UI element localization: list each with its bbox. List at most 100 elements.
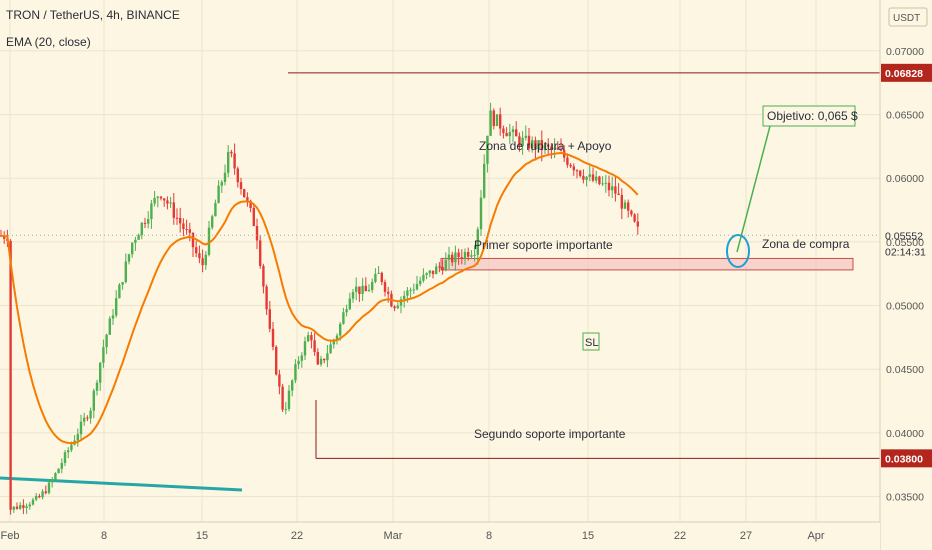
candle	[630, 210, 633, 215]
candle	[310, 335, 313, 341]
candle	[236, 168, 239, 183]
candle	[524, 135, 527, 138]
candle	[19, 505, 22, 509]
candle	[159, 196, 163, 199]
candle	[611, 186, 614, 191]
candle	[223, 172, 227, 182]
candle	[175, 217, 179, 219]
candle	[451, 254, 454, 263]
candle	[275, 346, 278, 375]
candle	[249, 200, 252, 208]
y-tick-label: 0.05000	[886, 301, 924, 313]
candle	[140, 222, 143, 236]
candle	[99, 362, 102, 383]
candle	[367, 289, 371, 292]
candle	[198, 253, 201, 259]
candle	[127, 254, 131, 262]
candle	[598, 176, 601, 184]
candle	[483, 163, 486, 198]
buy-zone-circle	[726, 234, 750, 268]
candle	[278, 374, 281, 387]
candle	[585, 176, 588, 180]
candle	[287, 390, 291, 410]
x-tick-label: 15	[582, 530, 594, 542]
candle	[92, 390, 95, 411]
candle	[348, 298, 351, 310]
candle	[559, 149, 563, 151]
candle	[534, 140, 537, 150]
candle	[9, 240, 12, 510]
candle	[579, 170, 582, 176]
x-tick-label: 22	[291, 530, 303, 542]
candle	[108, 318, 111, 335]
candle	[284, 409, 287, 411]
x-tick-label: Apr	[807, 530, 824, 542]
candle	[633, 214, 636, 222]
candle	[137, 235, 140, 240]
candle	[595, 176, 598, 181]
candle	[259, 240, 262, 266]
candle	[54, 473, 57, 480]
candle	[47, 482, 51, 494]
candle	[15, 506, 19, 509]
countdown-label: 02:14:31	[885, 246, 926, 258]
level-price-label: 0.06828	[885, 68, 923, 80]
currency-label: USDT	[893, 13, 920, 24]
candle	[604, 182, 607, 184]
candle	[335, 335, 339, 340]
support-zone	[440, 257, 854, 271]
candle	[572, 166, 575, 171]
candle	[22, 505, 25, 508]
candle	[326, 353, 329, 361]
candle	[518, 136, 521, 146]
y-tick-label: 0.07000	[886, 46, 924, 58]
candle	[422, 274, 425, 281]
candle	[339, 323, 342, 336]
x-tick-label: Feb	[1, 530, 20, 542]
candle	[617, 193, 620, 196]
candle	[499, 114, 502, 129]
y-tick-label: 0.04000	[886, 428, 924, 440]
candle	[57, 468, 60, 474]
candle	[303, 341, 307, 356]
candle	[377, 272, 380, 274]
candle	[607, 182, 611, 191]
candle	[83, 417, 86, 422]
y-tick-label: 0.06000	[886, 173, 924, 185]
candle	[44, 491, 47, 494]
candle	[31, 499, 35, 505]
candle	[217, 185, 220, 203]
candle	[134, 239, 137, 243]
y-tick-label: 0.03500	[886, 492, 924, 504]
currency-button[interactable]	[888, 7, 928, 27]
y-tick-label: 0.04500	[886, 364, 924, 376]
candle	[543, 144, 547, 151]
level-price-tag	[881, 449, 932, 468]
candle	[51, 479, 54, 483]
candle	[35, 495, 38, 500]
candle	[89, 410, 92, 419]
level-price-tag	[881, 63, 932, 82]
x-tick-label: 22	[674, 530, 686, 542]
annotation-second-support: Segundo soporte importante	[474, 427, 626, 441]
candle	[172, 202, 175, 218]
annotation-first-support: Primer soporte importante	[474, 238, 613, 252]
candle	[623, 202, 627, 209]
candle	[387, 291, 390, 294]
candle	[300, 355, 303, 361]
candle	[262, 265, 265, 287]
candle	[364, 285, 367, 292]
candle	[383, 282, 387, 292]
candle	[412, 289, 415, 291]
candle	[550, 146, 553, 150]
candle	[105, 334, 108, 348]
candle	[627, 202, 630, 211]
candle	[313, 340, 316, 352]
x-tick-label: 8	[101, 530, 107, 542]
candle	[255, 226, 259, 241]
time-axis-bg	[0, 522, 880, 550]
candle	[179, 217, 182, 224]
candle	[470, 255, 473, 257]
candle	[476, 229, 479, 255]
